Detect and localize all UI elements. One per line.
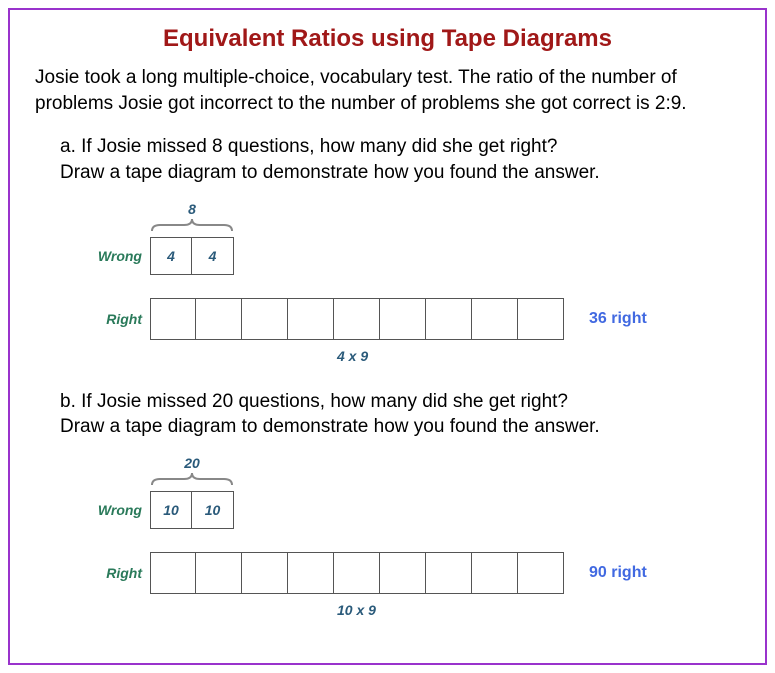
- tape-box: [150, 298, 196, 340]
- diagram-a: 8 Wrong 44 Right 36 right 4 x 9: [95, 201, 740, 364]
- tape-box: [150, 552, 196, 594]
- right-tape-a: Right 36 right: [95, 298, 740, 340]
- tape-box: [288, 552, 334, 594]
- tape-box: [334, 298, 380, 340]
- right-tape-b: Right 90 right: [95, 552, 740, 594]
- wrong-tape-a: Wrong 44: [95, 237, 740, 275]
- question-a: a. If Josie missed 8 questions, how many…: [60, 134, 740, 185]
- tape-box: [380, 552, 426, 594]
- intro-text: Josie took a long multiple-choice, vocab…: [35, 65, 740, 116]
- tape-box: [334, 552, 380, 594]
- wrong-tape-b: Wrong 1010: [95, 491, 740, 529]
- tape-box: [380, 298, 426, 340]
- formula-b: 10 x 9: [337, 602, 740, 618]
- worksheet-container: Equivalent Ratios using Tape Diagrams Jo…: [8, 8, 767, 665]
- tape-box: [426, 298, 472, 340]
- right-label-b: Right: [95, 565, 150, 581]
- wrong-label-b: Wrong: [95, 502, 150, 518]
- tape-box: [426, 552, 472, 594]
- page-title: Equivalent Ratios using Tape Diagrams: [35, 25, 740, 53]
- brace-total-b: 20: [150, 455, 234, 471]
- tape-box: [518, 552, 564, 594]
- answer-a: 36 right: [589, 310, 647, 328]
- brace-total-a: 8: [150, 201, 234, 217]
- tape-box: 4: [192, 237, 234, 275]
- question-b: b. If Josie missed 20 questions, how man…: [60, 389, 740, 440]
- tape-box: 4: [150, 237, 192, 275]
- tape-box: 10: [150, 491, 192, 529]
- tape-box: 10: [192, 491, 234, 529]
- diagram-b: 20 Wrong 1010 Right 90 right 10 x 9: [95, 455, 740, 618]
- brace-icon: [150, 473, 234, 487]
- answer-b: 90 right: [589, 564, 647, 582]
- tape-box: [196, 552, 242, 594]
- tape-box: [242, 298, 288, 340]
- tape-box: [472, 298, 518, 340]
- tape-box: [288, 298, 334, 340]
- formula-a: 4 x 9: [337, 348, 740, 364]
- right-label-a: Right: [95, 311, 150, 327]
- tape-box: [518, 298, 564, 340]
- tape-box: [472, 552, 518, 594]
- brace-icon: [150, 219, 234, 233]
- tape-box: [242, 552, 288, 594]
- tape-box: [196, 298, 242, 340]
- wrong-label-a: Wrong: [95, 248, 150, 264]
